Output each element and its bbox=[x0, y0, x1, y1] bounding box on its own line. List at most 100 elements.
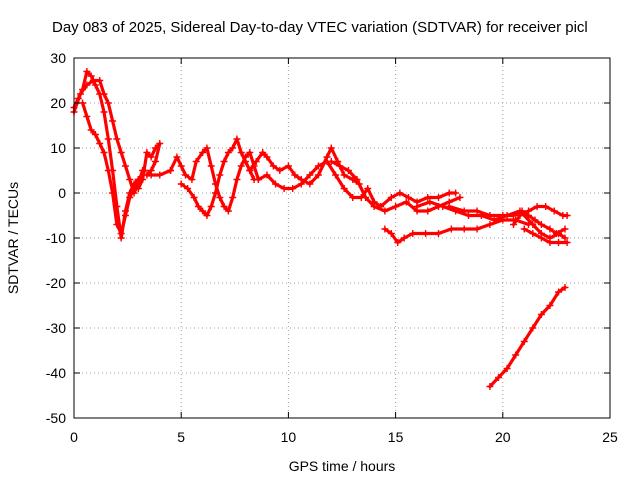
data-point bbox=[246, 167, 254, 174]
data-point bbox=[396, 189, 404, 197]
data-point bbox=[237, 149, 245, 156]
data-point bbox=[529, 221, 537, 228]
data-point bbox=[242, 158, 250, 165]
data-point bbox=[96, 140, 104, 147]
data-point bbox=[147, 171, 155, 179]
data-point bbox=[381, 225, 389, 233]
data-point bbox=[381, 207, 389, 215]
data-point bbox=[409, 230, 417, 237]
data-point bbox=[387, 230, 395, 237]
data-point bbox=[104, 167, 112, 174]
data-point bbox=[151, 144, 159, 152]
data-point bbox=[546, 302, 554, 309]
data-point bbox=[280, 185, 288, 192]
data-point bbox=[224, 207, 232, 215]
data-point bbox=[314, 162, 322, 170]
data-point bbox=[542, 203, 550, 210]
data-point bbox=[79, 99, 87, 107]
data-point bbox=[177, 162, 185, 170]
y-tick-label: -50 bbox=[46, 410, 66, 426]
data-point bbox=[91, 81, 99, 89]
data-point bbox=[246, 149, 254, 156]
series-arc-11 bbox=[383, 218, 531, 245]
data-point bbox=[495, 374, 503, 381]
data-point bbox=[134, 185, 142, 192]
y-tick-label: -20 bbox=[46, 275, 66, 291]
data-point bbox=[529, 324, 537, 332]
data-point bbox=[117, 230, 125, 237]
data-point bbox=[233, 176, 241, 183]
data-point bbox=[422, 230, 430, 237]
data-point bbox=[190, 194, 198, 201]
data-point bbox=[434, 194, 442, 201]
data-point bbox=[177, 180, 185, 188]
data-point bbox=[83, 81, 91, 89]
data-point bbox=[327, 144, 335, 152]
data-point bbox=[109, 117, 117, 125]
grid bbox=[74, 58, 610, 418]
data-point bbox=[156, 140, 164, 147]
x-tick-label: 20 bbox=[495, 429, 511, 445]
data-point bbox=[394, 239, 402, 246]
data-point bbox=[224, 149, 232, 156]
data-point bbox=[156, 171, 164, 179]
data-point bbox=[563, 239, 571, 246]
data-point bbox=[269, 162, 277, 170]
data-point bbox=[392, 203, 400, 210]
data-point bbox=[546, 225, 554, 233]
data-point bbox=[314, 171, 322, 179]
data-point bbox=[306, 180, 314, 188]
data-point bbox=[561, 284, 569, 291]
data-point bbox=[104, 135, 112, 143]
data-point bbox=[188, 176, 196, 183]
data-point bbox=[563, 212, 571, 219]
data-point bbox=[216, 194, 224, 201]
data-point bbox=[89, 77, 97, 84]
series-arc-14 bbox=[511, 204, 569, 227]
data-point bbox=[402, 198, 410, 206]
data-point bbox=[113, 221, 121, 228]
data-point bbox=[460, 207, 468, 215]
data-point bbox=[362, 194, 370, 201]
series-arc-16 bbox=[488, 285, 567, 389]
data-point bbox=[212, 180, 220, 188]
data-point bbox=[355, 180, 363, 188]
y-tick-label: 20 bbox=[50, 95, 66, 111]
data-point bbox=[473, 225, 481, 233]
data-point bbox=[121, 212, 129, 219]
data-point bbox=[413, 203, 421, 210]
data-point bbox=[349, 194, 357, 201]
data-point bbox=[100, 90, 108, 98]
data-point bbox=[473, 207, 481, 215]
data-point bbox=[207, 203, 215, 210]
data-point bbox=[203, 144, 211, 152]
data-point bbox=[445, 189, 453, 197]
data-point bbox=[364, 185, 372, 192]
data-point bbox=[340, 185, 348, 192]
data-point bbox=[276, 167, 284, 174]
data-point bbox=[340, 171, 348, 179]
series-arc-12 bbox=[415, 200, 567, 240]
data-point bbox=[237, 162, 245, 170]
data-point bbox=[220, 158, 228, 165]
data-point bbox=[344, 167, 352, 174]
data-point bbox=[537, 311, 545, 318]
data-point bbox=[229, 144, 237, 152]
data-point bbox=[121, 162, 129, 170]
data-point bbox=[83, 68, 91, 75]
data-point bbox=[503, 365, 511, 372]
data-point bbox=[387, 194, 395, 201]
data-point bbox=[181, 171, 189, 179]
y-tick-label: -10 bbox=[46, 230, 66, 246]
data-point bbox=[464, 212, 472, 219]
data-point bbox=[424, 194, 432, 201]
data-point bbox=[447, 225, 455, 233]
data-point bbox=[220, 203, 228, 210]
data-point bbox=[194, 203, 202, 210]
data-point bbox=[199, 207, 207, 215]
x-tick-label: 0 bbox=[70, 429, 78, 445]
x-tick-label: 5 bbox=[177, 429, 185, 445]
data-point bbox=[533, 203, 541, 210]
data-point bbox=[445, 203, 453, 210]
data-point bbox=[141, 167, 149, 174]
